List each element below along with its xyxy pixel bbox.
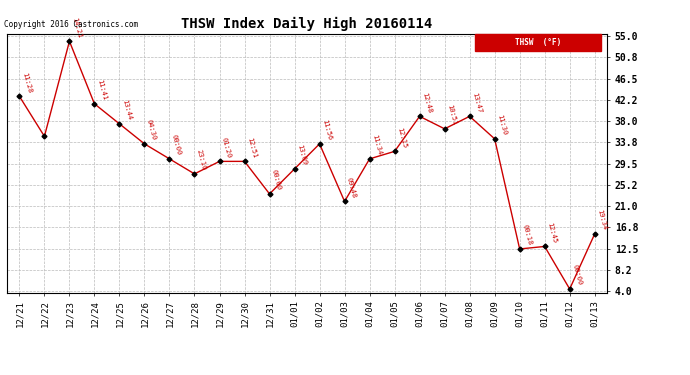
Text: 11:28: 11:28 <box>21 72 32 93</box>
Text: 00:18: 00:18 <box>521 224 533 246</box>
Text: 00:00: 00:00 <box>171 134 182 156</box>
Text: 11:30: 11:30 <box>496 114 507 136</box>
Text: Copyright 2016 Castronics.com: Copyright 2016 Castronics.com <box>4 20 138 28</box>
Title: THSW Index Daily High 20160114: THSW Index Daily High 20160114 <box>181 17 433 31</box>
Text: 23:10: 23:10 <box>196 149 207 171</box>
Text: 13:09: 13:09 <box>296 144 307 166</box>
Text: 04:30: 04:30 <box>146 119 157 141</box>
Text: 12:48: 12:48 <box>421 92 433 114</box>
Text: 11:41: 11:41 <box>96 79 107 101</box>
Bar <box>475 34 601 51</box>
Text: 12:45: 12:45 <box>546 222 558 244</box>
Text: 13:44: 13:44 <box>121 99 132 121</box>
Text: 09:48: 09:48 <box>346 177 357 199</box>
Text: 01:20: 01:20 <box>221 136 233 159</box>
Text: 19:34: 19:34 <box>596 209 607 231</box>
Text: 11:56: 11:56 <box>321 119 333 141</box>
Text: THSW  (°F): THSW (°F) <box>515 38 561 47</box>
Text: 00:00: 00:00 <box>571 264 582 286</box>
Text: 14:21: 14:21 <box>71 16 82 39</box>
Text: 11:34: 11:34 <box>371 134 382 156</box>
Text: 10:51: 10:51 <box>446 104 457 126</box>
Text: 00:00: 00:00 <box>271 169 282 191</box>
Text: 13:47: 13:47 <box>471 92 482 114</box>
Text: 12:15: 12:15 <box>396 126 407 148</box>
Text: 12:51: 12:51 <box>246 136 257 159</box>
